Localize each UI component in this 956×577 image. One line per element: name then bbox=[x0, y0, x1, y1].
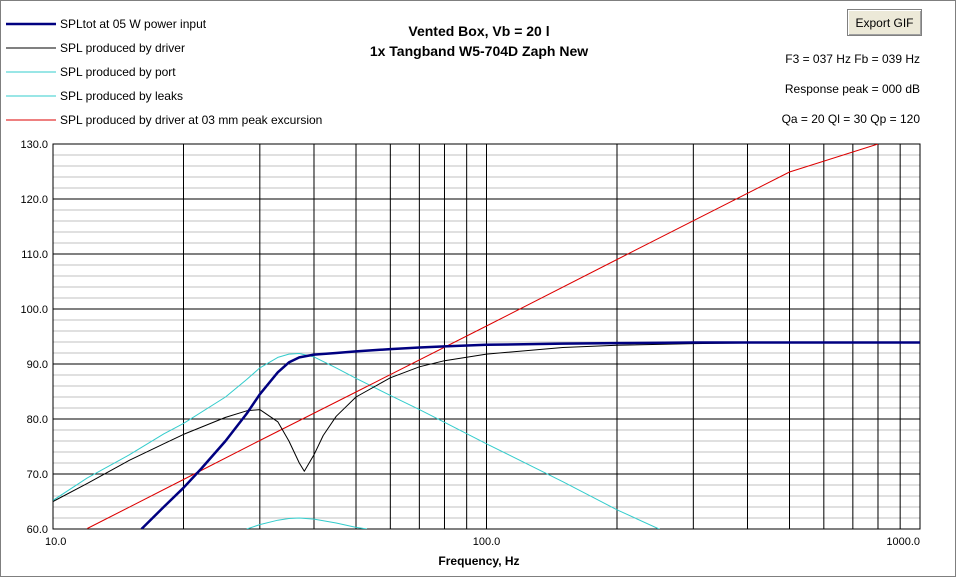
x-tick-labels: 10.0 100.0 1000.0 bbox=[45, 536, 920, 548]
y-tick-label: 90.0 bbox=[27, 359, 48, 371]
x-axis-label: Frequency, Hz bbox=[438, 554, 519, 568]
x-tick-label: 1000.0 bbox=[886, 536, 920, 548]
legend: SPLtot at 05 W power input SPL produced b… bbox=[6, 17, 322, 127]
info-f3-fb: F3 = 037 Hz Fb = 039 Hz bbox=[785, 52, 920, 66]
x-tick-label: 100.0 bbox=[473, 536, 501, 548]
y-tick-label: 80.0 bbox=[27, 414, 48, 426]
info-response-peak: Response peak = 000 dB bbox=[785, 82, 920, 96]
legend-label: SPL produced by leaks bbox=[60, 89, 183, 103]
chart-title: Vented Box, Vb = 20 l bbox=[408, 23, 549, 39]
y-tick-label: 130.0 bbox=[20, 139, 48, 151]
series-line-1 bbox=[53, 342, 920, 502]
y-tick-label: 120.0 bbox=[20, 194, 48, 206]
y-tick-label: 110.0 bbox=[21, 249, 48, 261]
major-gridlines bbox=[53, 144, 920, 529]
series-layer bbox=[53, 144, 920, 529]
plot-border bbox=[52, 143, 921, 530]
legend-label: SPL produced by port bbox=[60, 65, 176, 79]
x-tick-label: 10.0 bbox=[45, 536, 66, 548]
y-tick-labels: 60.0 70.0 80.0 90.0 100.0 110.0 120.0 130.0 bbox=[20, 139, 48, 536]
series-line-4 bbox=[87, 144, 879, 529]
y-tick-label: 100.0 bbox=[20, 304, 48, 316]
legend-label: SPL produced by driver at 03 mm peak exc… bbox=[60, 113, 322, 127]
info-q-values: Qa = 20 Ql = 30 Qp = 120 bbox=[782, 112, 921, 126]
series-line-3 bbox=[246, 517, 368, 529]
legend-label: SPLtot at 05 W power input bbox=[60, 17, 207, 31]
y-tick-label: 70.0 bbox=[27, 469, 48, 481]
export-gif-button[interactable]: Export GIF bbox=[847, 9, 922, 36]
chart-subtitle: 1x Tangband W5-704D Zaph New bbox=[370, 43, 588, 59]
y-tick-label: 60.0 bbox=[27, 524, 48, 536]
legend-label: SPL produced by driver bbox=[60, 41, 185, 55]
series-line-2 bbox=[53, 353, 661, 529]
series-line-0 bbox=[140, 341, 920, 529]
